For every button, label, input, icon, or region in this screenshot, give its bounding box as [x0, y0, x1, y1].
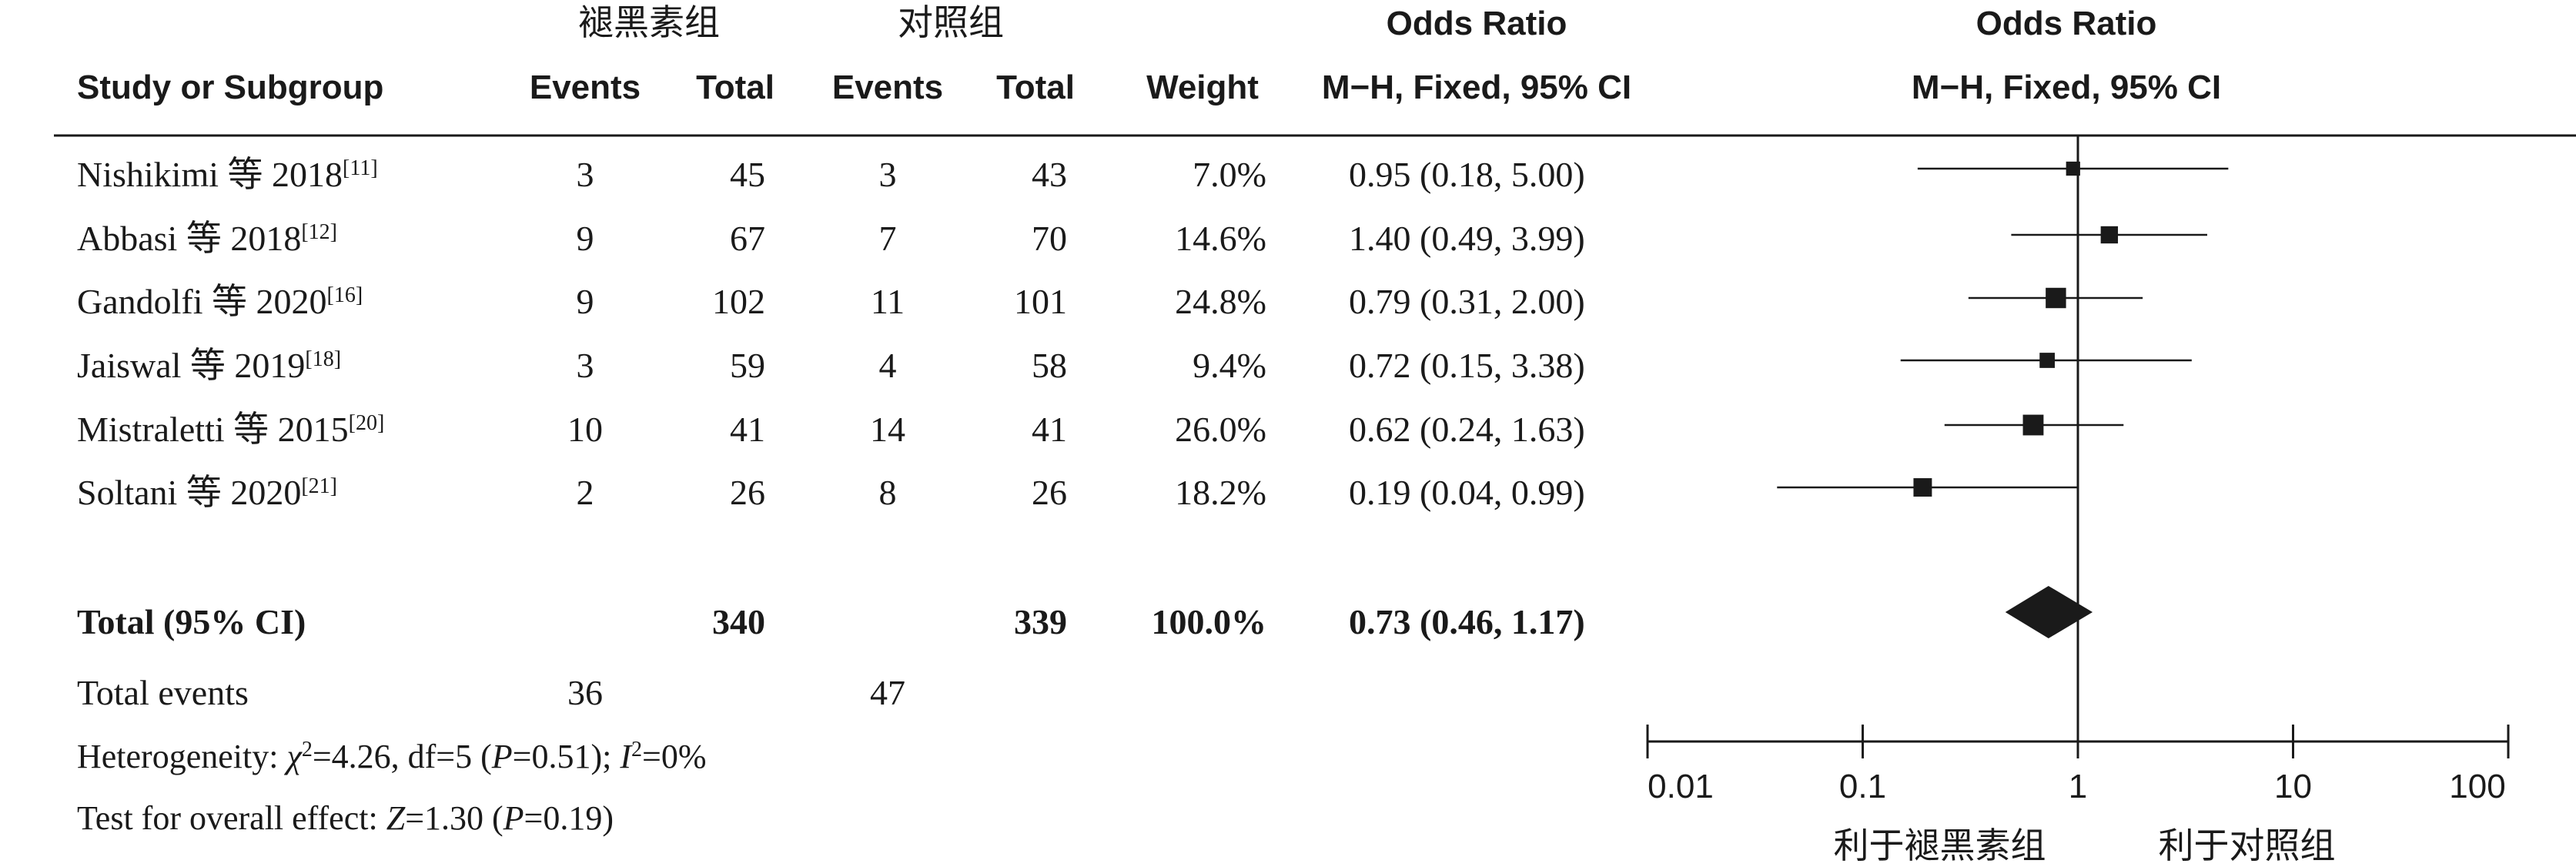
- total2-cell: 101: [1014, 282, 1067, 321]
- favours-right-label: 利于对照组: [2159, 825, 2336, 865]
- x-tick-label: 0.1: [1839, 768, 1886, 805]
- events2-cell: 11: [871, 282, 905, 321]
- total1-cell: 26: [730, 473, 765, 512]
- or-method-header: M−H, Fixed, 95% CI: [1322, 69, 1631, 106]
- study-name: Mistraletti 等 2015[20]: [77, 410, 384, 449]
- x-tick-label: 1: [2069, 768, 2087, 805]
- study-name: Nishikimi 等 2018[11]: [77, 155, 378, 194]
- total1-value: 340: [712, 602, 765, 641]
- total2-cell: 26: [1032, 473, 1067, 512]
- heterogeneity-text: Heterogeneity: χ2=4.26, df=5 (P=0.51); I…: [77, 738, 706, 776]
- total1-cell: 102: [712, 282, 765, 321]
- weight-cell: 7.0%: [1193, 155, 1266, 194]
- total-events2-value: 47: [870, 673, 905, 712]
- ci-text-cell: 0.79 (0.31, 2.00): [1349, 282, 1585, 321]
- total1-cell: 67: [730, 219, 765, 258]
- group1-header: 褪黑素组: [578, 2, 720, 42]
- pooled-diamond: [2005, 586, 2093, 638]
- study-name: Jaiswal 等 2019[18]: [77, 346, 341, 385]
- point-estimate-marker: [2066, 161, 2080, 176]
- group2-header: 对照组: [898, 2, 1004, 42]
- total2-value: 339: [1014, 602, 1067, 641]
- total1-header: Total: [696, 69, 774, 106]
- weight-header: Weight: [1146, 69, 1259, 106]
- weight-cell: 9.4%: [1193, 346, 1266, 385]
- point-estimate-marker: [2039, 353, 2055, 368]
- events2-cell: 4: [879, 346, 897, 385]
- ci-text-cell: 0.95 (0.18, 5.00): [1349, 155, 1585, 194]
- events1-cell: 3: [577, 346, 594, 385]
- point-estimate-marker: [2022, 414, 2044, 436]
- events2-cell: 8: [879, 473, 897, 512]
- total1-cell: 59: [730, 346, 765, 385]
- total-ci-text: 0.73 (0.46, 1.17): [1349, 602, 1585, 641]
- total1-cell: 41: [730, 410, 765, 449]
- events1-cell: 3: [577, 155, 594, 194]
- events1-cell: 9: [577, 219, 594, 258]
- total2-cell: 41: [1032, 410, 1067, 449]
- events1-cell: 2: [577, 473, 594, 512]
- events1-header: Events: [530, 69, 641, 106]
- or-column-title: Odds Ratio: [1387, 5, 1567, 42]
- total2-cell: 58: [1032, 346, 1067, 385]
- total2-cell: 70: [1032, 219, 1067, 258]
- ci-text-cell: 1.40 (0.49, 3.99): [1349, 219, 1585, 258]
- weight-cell: 14.6%: [1175, 219, 1266, 258]
- weight-cell: 18.2%: [1175, 473, 1266, 512]
- total2-cell: 43: [1032, 155, 1067, 194]
- events2-header: Events: [832, 69, 943, 106]
- x-tick-label: 100: [2449, 768, 2505, 805]
- total-weight-value: 100.0%: [1152, 602, 1267, 641]
- events2-cell: 3: [879, 155, 897, 194]
- total1-cell: 45: [730, 155, 765, 194]
- point-estimate-marker: [2046, 287, 2066, 309]
- forest-plot-area: 0.01 0.1 1 10 100 利于褪黑素组 利于对照组: [1646, 136, 2510, 865]
- total-label: Total (95% CI): [77, 602, 306, 641]
- ci-text-cell: 0.72 (0.15, 3.38): [1349, 346, 1585, 385]
- ci-text-cell: 0.62 (0.24, 1.63): [1349, 410, 1585, 449]
- study-name: Soltani 等 2020[21]: [77, 473, 337, 512]
- study-name: Gandolfi 等 2020[16]: [77, 282, 363, 321]
- x-tick-label: 0.01: [1648, 768, 1714, 805]
- study-rows: Nishikimi 等 2018[11] 3 45 3 43 7.0% 0.95 (0.18…: [77, 155, 1585, 512]
- favours-left-label: 利于褪黑素组: [1834, 825, 2046, 865]
- plot-method-header: M−H, Fixed, 95% CI: [1912, 69, 2221, 106]
- total-events-label: Total events: [77, 673, 249, 712]
- x-tick-label: 10: [2274, 768, 2312, 805]
- total-events1-value: 36: [567, 673, 603, 712]
- plot-title: Odds Ratio: [1976, 5, 2157, 42]
- events1-cell: 9: [577, 282, 594, 321]
- point-estimate-marker: [1913, 478, 1932, 497]
- events2-cell: 7: [879, 219, 897, 258]
- study-column-header: Study or Subgroup: [77, 69, 383, 106]
- total2-header: Total: [996, 69, 1075, 106]
- ci-text-cell: 0.19 (0.04, 0.99): [1349, 473, 1585, 512]
- overall-effect-text: Test for overall effect: Z=1.30 (P=0.19): [77, 799, 614, 837]
- point-estimate-marker: [2100, 226, 2119, 244]
- weight-cell: 24.8%: [1175, 282, 1266, 321]
- study-name: Abbasi 等 2018[12]: [77, 219, 337, 258]
- events2-cell: 14: [870, 410, 905, 449]
- events1-cell: 10: [567, 410, 603, 449]
- weight-cell: 26.0%: [1175, 410, 1266, 449]
